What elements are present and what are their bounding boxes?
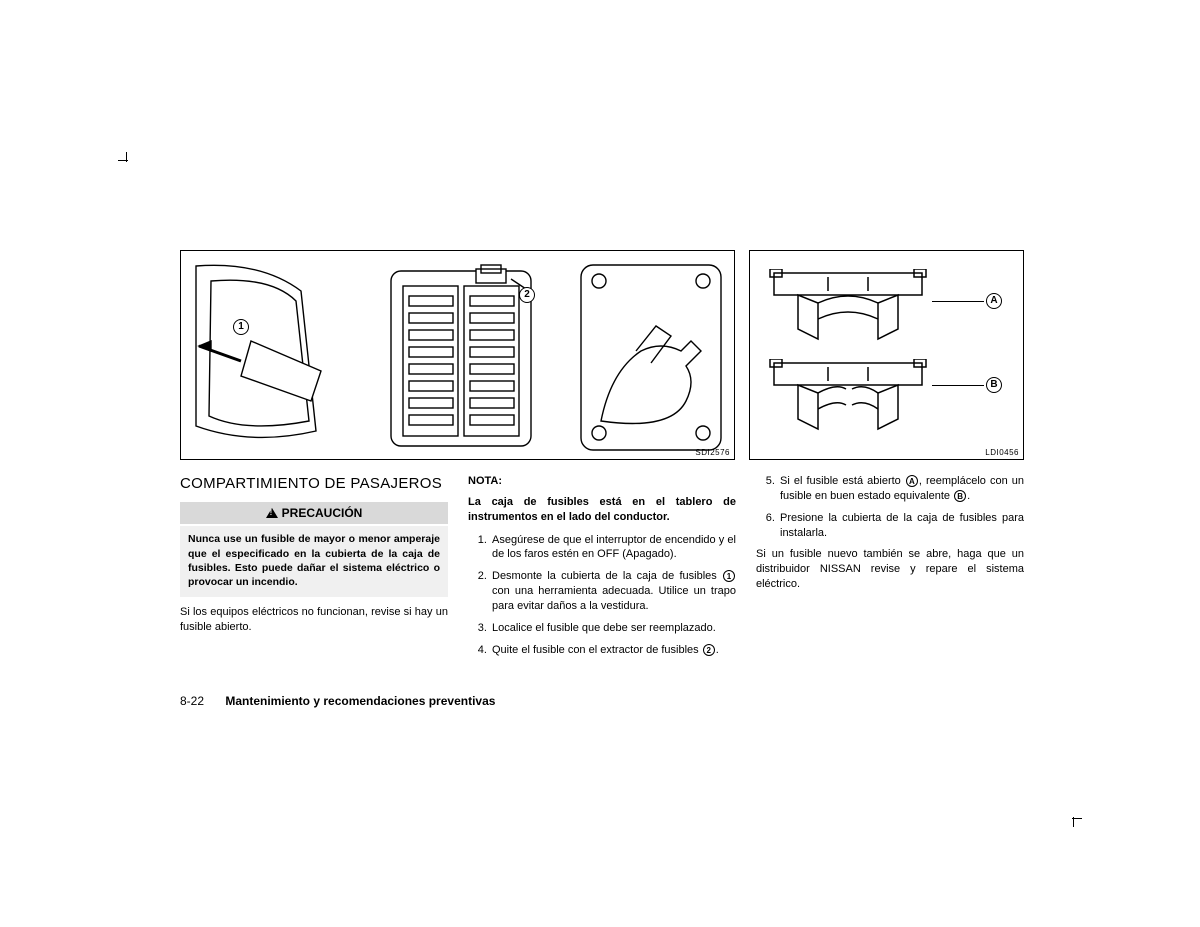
figure-label-right: LDI0456 [985,448,1019,457]
callout-A: A [986,293,1002,309]
page-footer: 8-22 Mantenimiento y recomendaciones pre… [180,694,1025,708]
caution-bar: PRECAUCIÓN [180,502,448,524]
steps-1to4: Asegúrese de que el interruptor de encen… [468,533,736,658]
step-5: Si el fusible está abierto A, reemplácel… [778,474,1024,504]
page-number: 8-22 [180,694,222,708]
step-2: Desmonte la cubierta de la caja de fusib… [490,569,736,614]
crop-mark-tl [118,152,136,170]
step-6: Presione la cubierta de la caja de fusib… [778,511,1024,541]
step-4: Quite el fusible con el extractor de fus… [490,643,736,658]
nota-text: La caja de fusibles está en el tablero d… [468,495,736,525]
figure-fuses: A B LDI0456 [749,250,1024,460]
fusebox-art [181,251,736,461]
body-text-1: Si los equipos eléctricos no funcionan, … [180,605,448,635]
section-title: COMPARTIMIENTO DE PASAJEROS [180,474,448,494]
callout-1: 1 [233,319,249,335]
fuse-good-art [768,269,928,341]
text-columns: COMPARTIMIENTO DE PASAJEROS PRECAUCIÓN N… [180,474,1025,664]
fuse-blown-art [768,359,928,431]
leader-b [932,385,984,386]
footer-title: Mantenimiento y recomendaciones preventi… [225,694,495,708]
body-text-3: Si un fusible nuevo también se abre, hag… [756,547,1024,592]
leader-a [932,301,984,302]
crop-mark-br [1064,809,1082,827]
figures-row: 1 2 SDI2576 [180,250,1025,460]
caution-box: Nunca use un fusible de mayor o menor am… [180,526,448,597]
column-1: COMPARTIMIENTO DE PASAJEROS PRECAUCIÓN N… [180,474,448,664]
nota-label: NOTA: [468,474,736,489]
figure-label-left: SDI2576 [695,448,730,457]
column-2: NOTA: La caja de fusibles está en el tab… [468,474,736,664]
callout-2: 2 [519,287,535,303]
caution-label: PRECAUCIÓN [282,505,363,521]
figure-fusebox: 1 2 SDI2576 [180,250,735,460]
page-content: 1 2 SDI2576 [180,250,1025,708]
step-3: Localice el fusible que debe ser reempla… [490,621,736,636]
step-1: Asegúrese de que el interruptor de encen… [490,533,736,563]
steps-5to6: Si el fusible está abierto A, reemplácel… [756,474,1024,540]
warning-icon [266,508,278,518]
callout-B: B [986,377,1002,393]
column-3: Si el fusible está abierto A, reemplácel… [756,474,1024,664]
